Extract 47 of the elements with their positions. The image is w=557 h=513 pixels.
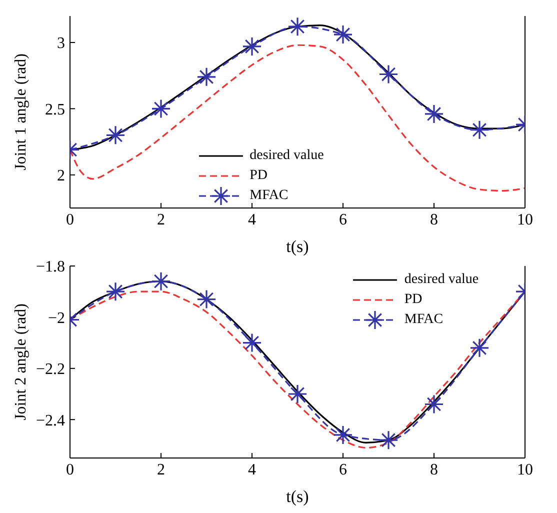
y-tick-label: −2.4	[36, 412, 65, 430]
x-tick-label: 8	[430, 461, 438, 478]
y-tick-label: −1.8	[36, 258, 65, 276]
y-tick-label: 2.5	[45, 101, 65, 118]
y-axis-title: Joint 1 angle (rad)	[12, 54, 30, 170]
point	[242, 36, 262, 56]
point	[242, 333, 262, 353]
x-tick-label: 10	[517, 461, 533, 478]
legend-label: MFAC	[404, 312, 444, 328]
x-tick-label: 10	[517, 211, 533, 228]
y-tick-label: 2	[57, 168, 65, 185]
x-tick-label: 2	[157, 461, 165, 478]
x-tick-label: 2	[157, 211, 165, 228]
point	[424, 394, 444, 414]
point	[288, 384, 308, 404]
x-tick-label: 0	[66, 461, 74, 478]
y-tick-label: −2	[48, 310, 65, 327]
point	[378, 64, 398, 84]
x-tick-label: 4	[248, 211, 256, 228]
x-tick-label: 0	[66, 211, 74, 228]
point	[196, 289, 216, 310]
x-tick-label: 8	[430, 211, 438, 228]
point	[333, 24, 353, 44]
point	[106, 282, 126, 302]
point	[106, 125, 126, 145]
legend-label: MFAC	[250, 188, 288, 204]
legend-label: PD	[250, 168, 268, 184]
x-tick-label: 6	[339, 211, 347, 228]
point	[470, 338, 490, 358]
x-axis-title: t(s)	[286, 487, 309, 506]
legend-label: desired value	[250, 148, 324, 164]
point	[288, 16, 308, 36]
legend-label: PD	[404, 292, 422, 308]
y-tick-label: −2.2	[36, 361, 65, 378]
x-tick-label: 4	[248, 461, 256, 478]
point	[151, 272, 171, 292]
x-axis-title: t(s)	[286, 237, 309, 256]
point	[378, 430, 398, 450]
x-tick-label: 6	[339, 461, 347, 478]
point	[196, 67, 216, 87]
y-axis-title: Joint 2 angle (rad)	[12, 304, 30, 420]
point	[470, 120, 490, 140]
point	[333, 425, 353, 445]
point	[151, 98, 171, 118]
y-tick-label: 3	[57, 35, 65, 52]
point	[424, 104, 444, 124]
legend-label: desired value	[404, 272, 479, 288]
